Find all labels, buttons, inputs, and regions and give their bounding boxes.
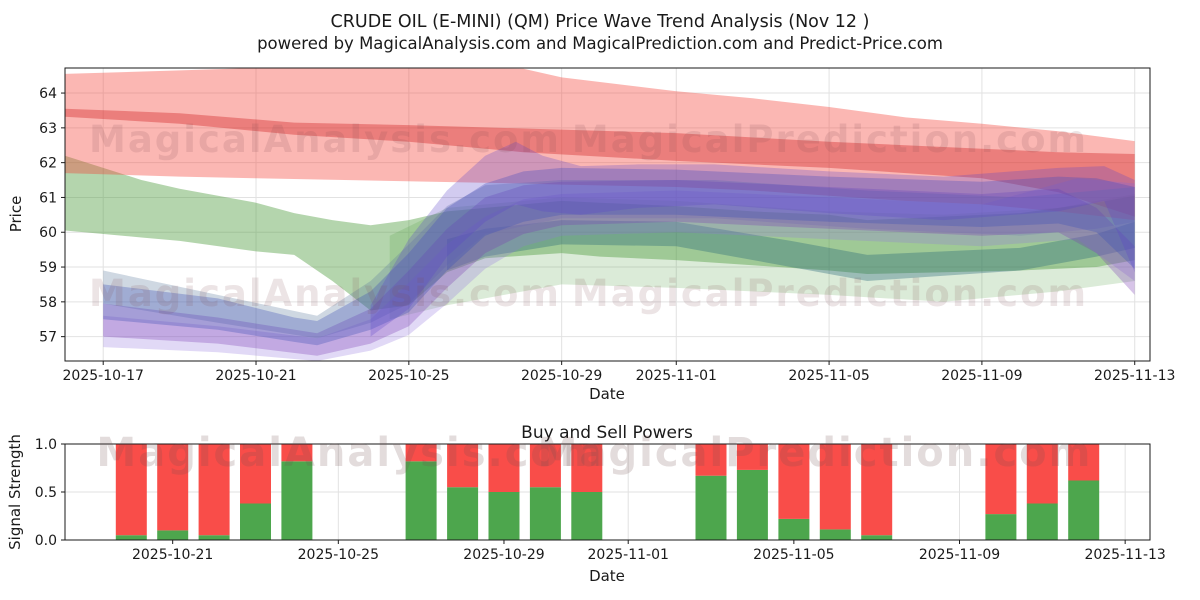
buy-bar-segment [157, 530, 189, 540]
sell-bar-segment [736, 444, 768, 470]
sell-bar-segment [1026, 444, 1058, 504]
green-band [65, 155, 1135, 311]
buy-bar-segment [985, 514, 1017, 540]
price-chart-frame [64, 67, 1151, 362]
x-tick-label: 2025-10-17 [63, 368, 144, 384]
buy-bar-segment [447, 487, 479, 540]
x-tick-label: 2025-10-29 [521, 368, 602, 384]
teal-inner-band [447, 220, 1135, 281]
buy-bar-segment [1026, 503, 1058, 540]
price-chart-watermarks: MagicalAnalysis.com MagicalPrediction.com… [89, 118, 1088, 315]
sell-bar-segment [571, 444, 603, 492]
buy-bar-segment [1068, 480, 1100, 540]
sell-bar-segment [115, 444, 147, 536]
buy-bar-segment [198, 535, 230, 540]
sell-bar-segment [819, 444, 851, 530]
y-tick-label: 0.0 [35, 533, 57, 549]
watermark-text: MagicalAnalysis.com [96, 430, 603, 476]
x-tick-label: 2025-11-01 [588, 547, 669, 563]
buy-bar-segment [405, 461, 437, 540]
x-tick-label: 2025-11-09 [919, 547, 1000, 563]
watermark-text: MagicalPrediction.com [572, 118, 1088, 161]
buy-bar-segment [115, 535, 147, 540]
buy-sell-title: Buy and Sell Powers [521, 423, 693, 443]
y-tick-label: 60 [39, 225, 57, 241]
price-chart-ticks: 57 58 59 60 61 62 63 64 2025-10-17 2025-10-21 2025… [39, 86, 1175, 384]
sell-bar-segment [985, 444, 1017, 515]
buy-bar-segment [281, 461, 313, 540]
x-tick-label: 2025-11-13 [1084, 547, 1165, 563]
price-chart-gridlines [65, 68, 1150, 361]
buy-bar-segment [778, 518, 810, 540]
y-tick-label: 64 [39, 86, 57, 102]
buy-bar-segment [488, 492, 520, 540]
x-tick-label: 2025-10-21 [215, 368, 296, 384]
buy-bar-segment [571, 492, 603, 540]
buy-bar-segment [736, 469, 768, 540]
x-tick-label: 2025-10-25 [298, 547, 379, 563]
watermark-text: MagicalAnalysis.com [89, 272, 561, 315]
violet-band [370, 141, 1135, 337]
signal-strength-y-axis-label: Signal Strength [6, 434, 24, 550]
buy-bar-segment [529, 487, 561, 540]
buy-bar-segment [240, 503, 271, 540]
y-tick-label: 63 [39, 121, 57, 137]
sell-bar-segment [778, 444, 810, 519]
price-wave-chart: 57 58 59 60 61 62 63 64 2025-10-17 2025-10-21 2025… [7, 67, 1175, 403]
y-tick-label: 59 [39, 260, 57, 276]
y-tick-label: 57 [39, 330, 57, 346]
buy-sell-ticks: 0.0 0.5 1.0 2025-10-21 2025-10-25 2025-10-29 2… [35, 437, 1166, 563]
chart-title: CRUDE OIL (E-MINI) (QM) Price Wave Trend… [331, 12, 870, 32]
watermark-text: MagicalPrediction.com [572, 272, 1088, 315]
y-tick-label: 62 [39, 156, 57, 172]
x-tick-label: 2025-10-21 [132, 547, 213, 563]
lavender-band [103, 178, 1135, 361]
y-tick-label: 1.0 [35, 437, 57, 453]
sell-bar-segment [157, 444, 189, 531]
sell-bar-segment [695, 444, 727, 476]
price-wave-bands [65, 68, 1135, 361]
sell-bar-segment [529, 444, 561, 488]
sell-bar-segment [281, 444, 313, 462]
buy-bar-segment [819, 529, 851, 540]
price-x-axis-label: Date [589, 385, 625, 403]
y-tick-label: 0.5 [35, 485, 57, 501]
sell-bar-segment [1068, 444, 1100, 481]
steel-band [103, 180, 1135, 339]
sell-bar-segment [861, 444, 893, 536]
x-tick-label: 2025-11-01 [636, 368, 717, 384]
buy-sell-x-axis-label: Date [589, 567, 625, 585]
y-tick-label: 61 [39, 190, 57, 206]
x-tick-label: 2025-11-05 [788, 368, 869, 384]
sell-bar-segment [447, 444, 479, 488]
x-tick-label: 2025-11-13 [1094, 368, 1175, 384]
buy-bar-segment [695, 475, 727, 540]
sell-bar-segment [488, 444, 520, 492]
watermark-text: MagicalAnalysis.com [89, 118, 561, 161]
x-tick-label: 2025-10-25 [368, 368, 449, 384]
sell-bar-segment [240, 444, 271, 504]
y-tick-label: 58 [39, 295, 57, 311]
price-y-axis-label: Price [7, 196, 25, 233]
x-tick-label: 2025-11-09 [941, 368, 1022, 384]
sell-bar-segment [405, 444, 437, 462]
chart-subtitle: powered by MagicalAnalysis.com and Magic… [257, 34, 943, 53]
blue-band [103, 167, 1135, 346]
red-inner-band [65, 108, 1135, 217]
sell-bar-segment [198, 444, 230, 536]
watermark-text: MagicalPrediction.com [538, 430, 1093, 476]
pale-green-outer-band [389, 194, 1135, 320]
buy-sell-powers-chart: Buy and Sell Powers 0.0 0.5 1.0 2025-10-21 2… [6, 423, 1166, 585]
red-outer-band [65, 68, 1135, 221]
buy-sell-bars [115, 444, 1100, 540]
purple-band [103, 180, 1135, 356]
x-tick-label: 2025-10-29 [463, 547, 544, 563]
buy-bar-segment [861, 535, 893, 540]
x-tick-label: 2025-11-05 [753, 547, 834, 563]
